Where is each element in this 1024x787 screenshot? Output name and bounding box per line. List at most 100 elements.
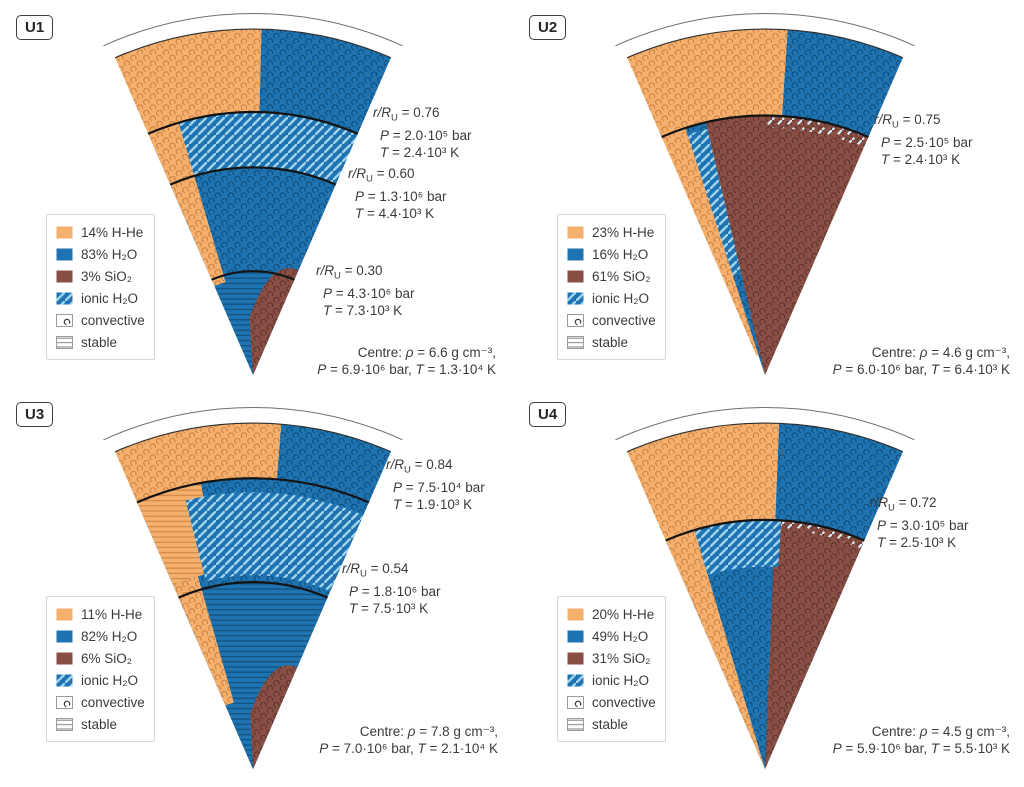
legend-swatch-h-he <box>567 226 584 238</box>
radius-value: = 0.60 <box>372 166 415 181</box>
radius-symbol: r/R <box>316 263 334 278</box>
legend-item-h2o: 83% H₂O <box>56 243 145 265</box>
legend-swatch-stable <box>567 335 584 349</box>
legend-label: 20% H-He <box>592 606 655 622</box>
legend-item-h-he: 20% H-He <box>567 603 656 625</box>
legend-item-h2o: 82% H₂O <box>56 625 145 647</box>
legend-label: convective <box>592 312 656 328</box>
panel-label: U4 <box>529 402 567 427</box>
centre-annotation: Centre: ρ = 6.6 g cm⁻³, P = 6.9·10⁶ bar,… <box>317 345 496 377</box>
temperature-value: = 7.3·10³ K <box>331 302 403 318</box>
radius-annotation: r/RU = 0.54 P = 1.8·10⁶ bar T = 7.5·10³ … <box>342 561 441 616</box>
legend-label: 3% SiO₂ <box>81 268 133 284</box>
legend-item-stable: stable <box>56 331 145 353</box>
temperature-value: = 2.4·10³ K <box>889 151 961 167</box>
centre-annotation: Centre: ρ = 4.5 g cm⁻³, P = 5.9·10⁶ bar,… <box>832 724 1010 756</box>
legend-label: stable <box>81 716 118 732</box>
legend-item-stable: stable <box>567 713 656 735</box>
radius-annotation: r/RU = 0.60 P = 1.3·10⁶ bar T = 4.4·10³ … <box>348 166 447 221</box>
density-value: = 4.6 g cm⁻³, <box>927 345 1010 360</box>
radius-annotation: r/RU = 0.84 P = 7.5·10⁴ bar T = 1.9·10³ … <box>386 457 485 512</box>
legend-label: ionic H₂O <box>592 290 650 306</box>
uranus-interior-wedge-u4 <box>615 406 915 769</box>
temperature-value: = 7.5·10³ K <box>357 600 429 616</box>
legend-label: 23% H-He <box>592 224 655 240</box>
legend: 11% H-He 82% H₂O 6% SiO₂ ionic H₂O conve… <box>46 596 155 742</box>
panel-u2: U2 r/RU = 0.75 P = 2.5·10⁵ bar T = 2.4·1… <box>512 0 1024 393</box>
legend-swatch-sio2 <box>56 652 73 664</box>
legend-label: ionic H₂O <box>592 672 650 688</box>
legend-item-convective: convective <box>567 691 656 713</box>
legend-item-stable: stable <box>56 713 145 735</box>
legend-label: ionic H₂O <box>81 290 139 306</box>
legend-label: 16% H₂O <box>592 246 649 262</box>
centre-annotation: Centre: ρ = 7.8 g cm⁻³, P = 7.0·10⁶ bar,… <box>319 724 498 756</box>
legend-swatch-convective <box>567 695 584 709</box>
legend-label: convective <box>81 312 145 328</box>
legend-label: convective <box>592 694 656 710</box>
legend-label: ionic H₂O <box>81 672 139 688</box>
pressure-value: = 7.5·10⁴ bar <box>402 479 485 495</box>
density-symbol: ρ <box>405 345 414 360</box>
pressure-value: = 1.8·10⁶ bar <box>358 583 441 599</box>
legend-label: 11% H-He <box>81 606 143 622</box>
density-value: = 7.8 g cm⁻³, <box>415 724 498 739</box>
centre-pressure: = 6.0·10⁶ bar, <box>841 362 931 377</box>
legend-item-h-he: 14% H-He <box>56 221 145 243</box>
legend-item-h2o: 16% H₂O <box>567 243 656 265</box>
density-value: = 4.5 g cm⁻³, <box>927 724 1010 739</box>
radius-value: = 0.72 <box>894 495 937 510</box>
panel-u1: U1 r/RU = 0.76 P = 2.0·10⁵ bar T = 2.4·1… <box>0 0 512 393</box>
legend-swatch-sio2 <box>56 270 73 282</box>
radius-value: = 0.76 <box>397 105 440 120</box>
legend-swatch-h2o <box>567 630 584 642</box>
centre-annotation: Centre: ρ = 4.6 g cm⁻³, P = 6.0·10⁶ bar,… <box>832 345 1010 377</box>
radius-value: = 0.30 <box>340 263 383 278</box>
panel-label: U2 <box>529 15 567 40</box>
legend-label: 49% H₂O <box>592 628 649 644</box>
centre-pressure: = 7.0·10⁶ bar, <box>328 741 418 756</box>
legend-label: 82% H₂O <box>81 628 138 644</box>
legend-label: convective <box>81 694 145 710</box>
density-symbol: ρ <box>919 724 928 739</box>
pressure-value: = 3.0·10⁵ bar <box>886 517 969 533</box>
legend-label: 83% H₂O <box>81 246 138 262</box>
legend-swatch-ionic <box>567 674 584 686</box>
uranus-interior-wedge-u3 <box>103 406 403 769</box>
uranus-interior-wedge-u1 <box>103 12 403 375</box>
legend-swatch-stable <box>56 335 73 349</box>
pressure-value: = 4.3·10⁶ bar <box>332 285 415 301</box>
legend-swatch-h-he <box>56 608 73 620</box>
legend-swatch-ionic <box>567 292 584 304</box>
legend-item-ionic: ionic H₂O <box>56 287 145 309</box>
radius-symbol: r/R <box>348 166 366 181</box>
legend-item-sio2: 31% SiO₂ <box>567 647 656 669</box>
legend-swatch-h2o <box>567 248 584 260</box>
density-symbol: ρ <box>407 724 416 739</box>
legend-item-sio2: 6% SiO₂ <box>56 647 145 669</box>
panel-label-text: U1 <box>25 19 45 36</box>
radius-annotation: r/RU = 0.75 P = 2.5·10⁵ bar T = 2.4·10³ … <box>874 112 973 167</box>
radius-value: = 0.75 <box>898 112 941 127</box>
legend-swatch-sio2 <box>567 270 584 282</box>
legend-swatch-ionic <box>56 674 73 686</box>
panel-label-text: U3 <box>25 406 45 423</box>
legend-swatch-stable <box>567 717 584 731</box>
pressure-value: = 1.3·10⁶ bar <box>364 188 447 204</box>
legend-item-convective: convective <box>56 309 145 331</box>
legend-item-convective: convective <box>56 691 145 713</box>
centre-pressure: = 6.9·10⁶ bar, <box>326 362 416 377</box>
radius-symbol: r/R <box>870 495 888 510</box>
radius-value: = 0.84 <box>410 457 453 472</box>
legend-swatch-convective <box>56 313 73 327</box>
panel-label: U3 <box>16 402 54 427</box>
legend-item-h2o: 49% H₂O <box>567 625 656 647</box>
legend-item-convective: convective <box>567 309 656 331</box>
radius-annotation: r/RU = 0.30 P = 4.3·10⁶ bar T = 7.3·10³ … <box>316 263 415 318</box>
legend-label: 61% SiO₂ <box>592 268 651 284</box>
radius-value: = 0.54 <box>366 561 409 576</box>
legend-item-sio2: 3% SiO₂ <box>56 265 145 287</box>
radius-annotation: r/RU = 0.72 P = 3.0·10⁵ bar T = 2.5·10³ … <box>870 495 969 550</box>
uranus-interior-wedge-u2 <box>615 12 915 375</box>
legend-label: stable <box>592 716 629 732</box>
